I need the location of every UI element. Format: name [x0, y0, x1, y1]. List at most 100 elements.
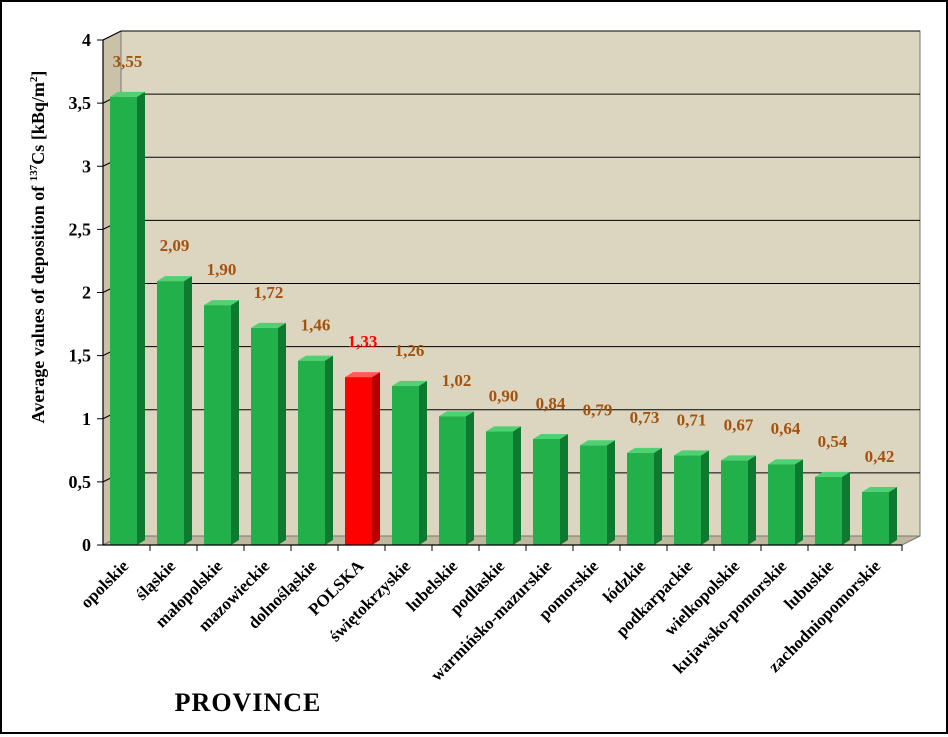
bar-side [278, 322, 286, 545]
y-tick-label: 3,5 [69, 93, 92, 113]
data-label: 1,26 [395, 341, 425, 360]
bar-front [110, 96, 137, 545]
bar-front [345, 377, 372, 545]
bar-side [701, 450, 709, 545]
bar-side [607, 440, 615, 545]
bar [486, 426, 521, 545]
bar-top [674, 450, 709, 456]
bar [862, 486, 897, 545]
bar-front [533, 438, 560, 545]
x-axis-label: PROVINCE [175, 688, 322, 717]
bar [110, 91, 145, 545]
bar-front [486, 431, 513, 545]
bar-top [627, 447, 662, 453]
bar-front [439, 416, 466, 545]
bar-top [580, 440, 615, 446]
data-label: 1,72 [254, 283, 284, 302]
data-label: 1,02 [442, 371, 472, 390]
bar [768, 459, 803, 545]
bar-side [795, 459, 803, 545]
bar-side [419, 380, 427, 545]
bar [157, 276, 192, 545]
bar-front [204, 305, 231, 545]
y-axis-label: Average values of deposition of 137Cs [k… [28, 71, 48, 424]
bar-top [439, 411, 474, 417]
x-tick-labels: opolskie śląskiemałopolskiemazowieckiedol… [77, 556, 885, 685]
data-labels: 3,55 2,09 1,90 1,72 1,46 1,33 1,26 1,02 0,90 0,84… [113, 52, 895, 466]
bar-side [560, 433, 568, 545]
bar-top [392, 380, 427, 386]
bar [251, 322, 286, 545]
bar-front [392, 385, 419, 545]
bar-top [815, 471, 850, 477]
bar-side [842, 471, 850, 545]
data-label: 1,46 [301, 316, 331, 335]
bar-front [580, 445, 607, 545]
bar-front [157, 281, 184, 545]
bar [439, 411, 474, 545]
y-tick-label: 4 [82, 30, 91, 50]
y-tick-label: 0,5 [69, 472, 92, 492]
data-label: 0,54 [818, 432, 848, 451]
data-label: 3,55 [113, 52, 143, 71]
bar-side [513, 426, 521, 545]
axes [97, 39, 903, 551]
bar-side [231, 300, 239, 545]
data-label: 1,33 [348, 332, 378, 351]
bar-side [466, 411, 474, 545]
data-label: 1,90 [207, 260, 237, 279]
bar-front [674, 455, 701, 545]
bar [721, 455, 756, 545]
bar [674, 450, 709, 545]
bar-top [486, 426, 521, 432]
bar-front [862, 491, 889, 545]
bar [580, 440, 615, 545]
y-tick-label: 2,5 [69, 219, 92, 239]
data-label: 0,71 [677, 410, 707, 429]
bar-front [298, 360, 325, 545]
bar-top [768, 459, 803, 465]
bar-side [137, 91, 145, 545]
bar-side [325, 355, 333, 545]
y-tick-label: 3 [82, 156, 91, 176]
bar-side [748, 455, 756, 545]
bar-top [298, 355, 333, 361]
bar-front [627, 452, 654, 545]
bar-side [184, 276, 192, 545]
data-label: 0,73 [630, 408, 660, 427]
bar [204, 300, 239, 545]
bar-front [251, 327, 278, 545]
bar-front [815, 476, 842, 545]
bar [533, 433, 568, 545]
y-tick-label: 0 [82, 535, 91, 555]
bar-front [768, 464, 795, 545]
bar [627, 447, 662, 545]
bar [392, 380, 427, 545]
y-tick-label: 1 [82, 409, 91, 429]
bar [815, 471, 850, 545]
y-tick-label: 1,5 [69, 346, 92, 366]
y-tick-label: 2 [82, 283, 91, 303]
data-label: 0,79 [583, 400, 613, 419]
data-label: 0,90 [489, 386, 519, 405]
data-label: 0,67 [724, 415, 754, 434]
bar-top [345, 372, 380, 378]
bar-top [251, 322, 286, 328]
bar-top [157, 276, 192, 282]
bar-top [204, 300, 239, 306]
bar-top [721, 455, 756, 461]
bar [345, 372, 380, 545]
bar-top [533, 433, 568, 439]
data-label: 2,09 [160, 236, 190, 255]
y-tick-labels: 0 0,5 1 1,5 2 2,5 3 3,5 4 [69, 30, 92, 555]
data-label: 0,64 [771, 419, 801, 438]
data-label: 0,42 [865, 447, 895, 466]
data-label: 0,84 [536, 394, 566, 413]
x-tick-label: opolskie [77, 556, 133, 612]
bar-top [110, 91, 145, 97]
bar-side [654, 447, 662, 545]
bar-front [721, 460, 748, 545]
bar-side [372, 372, 380, 545]
bar-top [862, 486, 897, 492]
